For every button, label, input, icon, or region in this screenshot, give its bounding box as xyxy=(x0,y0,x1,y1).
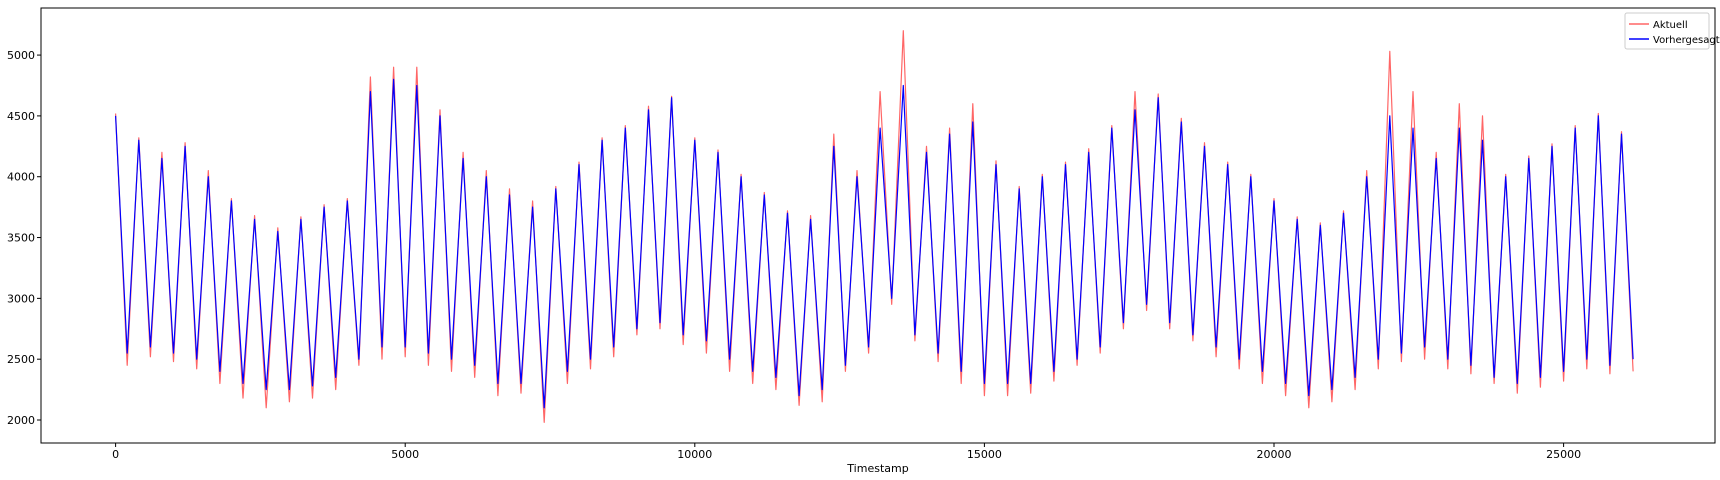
x-tick-label: 0 xyxy=(112,448,119,461)
legend-label: Aktuell xyxy=(1653,20,1688,31)
y-tick-label: 2000 xyxy=(7,414,35,427)
x-tick-label: 25000 xyxy=(1546,448,1581,461)
plot-frame xyxy=(40,7,1716,444)
x-axis-label: Timestamp xyxy=(846,462,908,475)
y-tick-label: 4000 xyxy=(7,171,35,184)
y-tick-label: 2500 xyxy=(7,353,35,366)
x-tick-label: 10000 xyxy=(677,448,712,461)
y-tick-label: 3000 xyxy=(7,292,35,305)
x-tick-label: 15000 xyxy=(967,448,1002,461)
y-tick-label: 5000 xyxy=(7,49,35,62)
x-tick-label: 5000 xyxy=(391,448,419,461)
legend-box xyxy=(1624,12,1710,50)
legend-label: Vorhergesagt xyxy=(1653,35,1720,46)
y-tick-label: 4500 xyxy=(7,110,35,123)
legend: Aktuell Vorhergesagt xyxy=(1624,12,1720,50)
y-tick-label: 3500 xyxy=(7,232,35,245)
line-series xyxy=(115,78,1634,409)
x-tick-label: 20000 xyxy=(1256,448,1291,461)
